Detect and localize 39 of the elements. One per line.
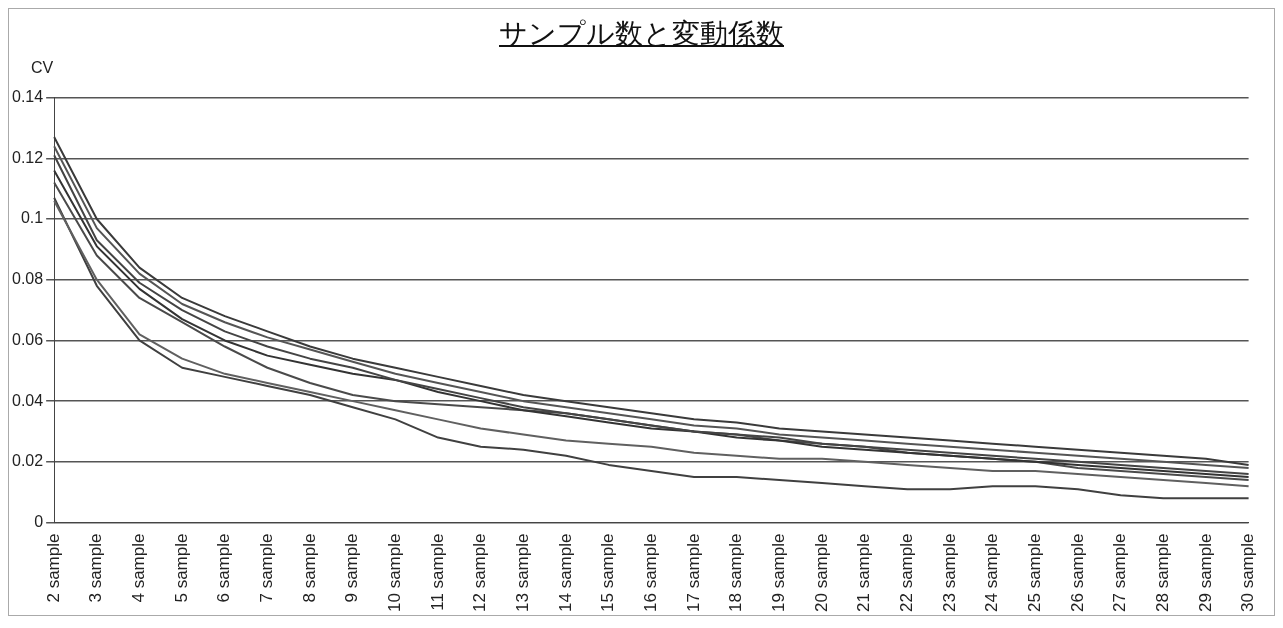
chart-title: サンプル数と変動係数 <box>499 18 784 49</box>
y-tick-label: 0 <box>34 512 44 530</box>
y-tick-label: 0.04 <box>12 391 44 409</box>
y-tick-label: 0.02 <box>12 452 44 470</box>
x-tick-label: 22 sample <box>897 533 917 612</box>
x-tick-label: 29 sample <box>1195 533 1215 612</box>
x-tick-label: 27 sample <box>1110 533 1130 612</box>
x-tick-label: 10 sample <box>385 533 405 612</box>
x-tick-label: 30 sample <box>1238 533 1258 612</box>
y-tick-label: 0.08 <box>12 270 44 288</box>
x-tick-label: 8 sample <box>299 533 319 603</box>
x-tick-label: 25 sample <box>1024 533 1044 612</box>
x-tick-label: 12 sample <box>470 533 490 612</box>
x-tick-label: 16 sample <box>641 533 661 612</box>
x-tick-label: 4 sample <box>129 533 149 603</box>
x-tick-label: 3 sample <box>86 533 106 603</box>
y-tick-label: 0.14 <box>12 88 44 106</box>
x-tick-label: 13 sample <box>513 533 533 612</box>
x-tick-label: 9 sample <box>342 533 362 603</box>
x-tick-label: 24 sample <box>982 533 1002 612</box>
y-tick-label: 0.06 <box>12 330 44 348</box>
x-tick-label: 18 sample <box>726 533 746 612</box>
x-tick-label: 17 sample <box>683 533 703 612</box>
x-tick-label: 20 sample <box>811 533 831 612</box>
x-tick-label: 21 sample <box>854 533 874 612</box>
x-tick-label: 5 sample <box>171 533 191 603</box>
x-tick-label: 2 sample <box>43 533 63 603</box>
x-tick-label: 11 sample <box>427 533 447 611</box>
x-tick-label: 7 sample <box>257 533 277 603</box>
x-tick-label: 15 sample <box>598 533 618 612</box>
y-axis-title: CV <box>30 59 55 78</box>
x-tick-label: 6 sample <box>214 533 234 603</box>
x-tick-label: 26 sample <box>1067 533 1087 612</box>
y-tick-label: 0.1 <box>20 209 44 227</box>
x-tick-label: 23 sample <box>939 533 959 612</box>
x-tick-label: 19 sample <box>769 533 789 612</box>
x-tick-label: 28 sample <box>1152 533 1172 612</box>
y-tick-label: 0.12 <box>12 148 44 166</box>
x-tick-label: 14 sample <box>555 533 575 612</box>
